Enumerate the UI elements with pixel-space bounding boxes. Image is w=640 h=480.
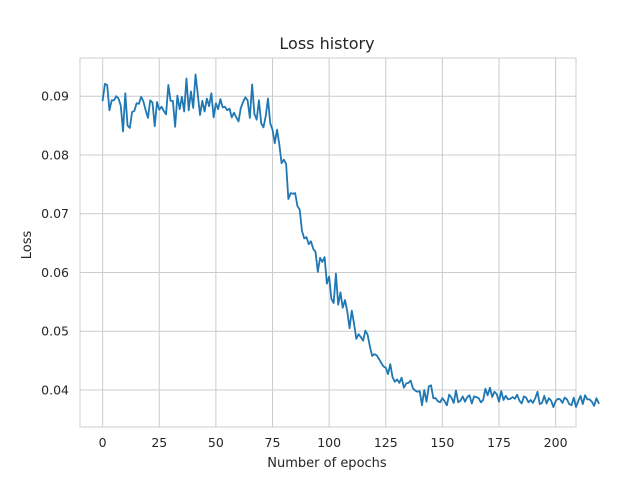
x-axis-label: Number of epochs xyxy=(267,456,387,471)
x-tick-label: 150 xyxy=(430,435,454,450)
series-layer xyxy=(101,73,600,408)
x-tick-label: 200 xyxy=(544,435,568,450)
y-axis-label: Loss xyxy=(20,231,35,260)
x-tick-label: 175 xyxy=(487,435,511,450)
x-tick-label: 100 xyxy=(317,435,341,450)
y-tick-label: 0.04 xyxy=(41,382,69,397)
x-tick-label: 75 xyxy=(265,435,281,450)
x-tick-labels: 0 25 50 75 100 125 150 175 200 xyxy=(99,435,568,450)
x-tick-label: 50 xyxy=(208,435,224,450)
y-tick-label: 0.08 xyxy=(41,147,69,162)
plot-frame xyxy=(79,57,577,428)
loss-line xyxy=(101,73,600,408)
y-tick-label: 0.09 xyxy=(41,89,69,104)
y-tick-label: 0.07 xyxy=(41,206,69,221)
y-tick-label: 0.05 xyxy=(41,324,69,339)
y-tick-label: 0.06 xyxy=(41,265,69,280)
gridlines xyxy=(80,58,576,427)
chart-title: Loss history xyxy=(279,34,374,53)
x-tick-label: 25 xyxy=(151,435,167,450)
y-tick-labels: 0.04 0.05 0.06 0.07 0.08 0.09 xyxy=(41,89,69,398)
x-tick-label: 125 xyxy=(374,435,398,450)
x-tick-label: 0 xyxy=(99,435,107,450)
